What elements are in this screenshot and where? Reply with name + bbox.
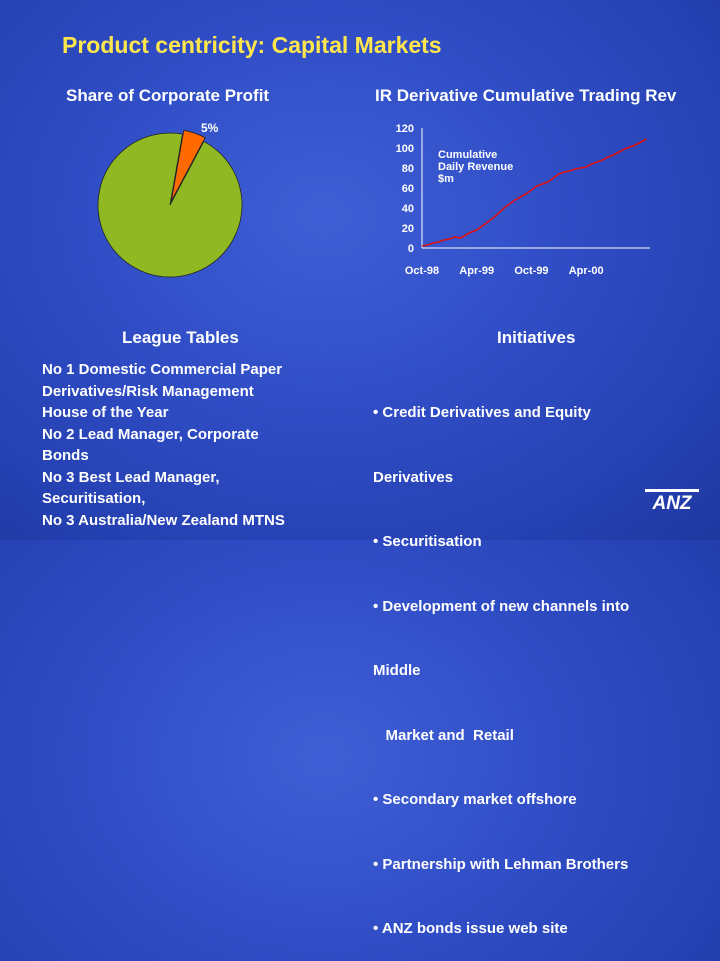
league-tables-list: No 1 Domestic Commercial Paper Derivativ… [42,359,285,531]
pie-slice-small [170,129,206,202]
y-tick-label: 40 [402,203,414,215]
list-item: No 3 Best Lead Manager, [42,468,220,486]
pie-heading: Share of Corporate Profit [66,86,270,105]
list-item: No 2 Lead Manager, Corporate [42,425,259,443]
anz-logo-icon: ANZ [645,489,699,512]
y-tick-label: 120 [396,123,414,135]
list-item: • Credit Derivatives and Equity [373,404,591,421]
list-item: • ANZ bonds issue web site [373,920,568,937]
list-item: • Secondary market offshore [373,791,577,808]
list-item: • Development of new channels into [373,597,630,615]
list-item: No 1 Domestic Commercial Paper [42,361,283,378]
line-chart-legend: Cumulative Daily Revenue $m [438,149,513,185]
list-item: Market and Retail [373,726,514,744]
pie-slice-large [97,132,243,278]
list-item: • Securitisation [373,533,482,550]
y-tick-label: 100 [396,143,414,155]
x-tick-label: Oct-98 [405,265,439,277]
y-tick-label: 80 [402,163,414,175]
line-chart-heading: IR Derivative Cumulative Trading Rev [375,86,677,105]
x-tick-label: Apr-99 [459,265,494,277]
line-chart: 120 100 80 60 40 20 0 Oct-98 Apr-99 Oct-99 Apr-00 [396,123,647,277]
legend-line: Cumulative [438,149,498,161]
list-item: Derivatives/Risk Management [42,382,254,400]
list-item: Derivatives [373,468,454,486]
list-item: Middle [373,662,421,679]
pie-slice-label: 5% [201,121,219,135]
list-item: • Partnership with Lehman Brothers [373,855,629,873]
y-tick-label: 20 [402,223,414,235]
list-item: Securitisation, [42,490,146,507]
x-tick-label: Apr-00 [569,265,604,277]
y-tick-label: 0 [408,243,414,255]
list-item: No 3 Australia/New Zealand MTNS [42,511,285,529]
y-tick-labels: 120 100 80 60 40 20 0 [396,123,414,255]
logo-text: ANZ [651,493,692,512]
legend-line: $m [438,173,454,185]
y-tick-label: 60 [402,183,414,195]
list-item: Bonds [42,447,89,464]
legend-line: Daily Revenue [438,161,514,173]
initiatives-list: • Credit Derivatives and Equity Derivati… [373,359,629,961]
x-tick-label: Oct-99 [514,265,548,277]
x-tick-labels: Oct-98 Apr-99 Oct-99 Apr-00 [405,265,604,277]
list-item: House of the Year [42,404,169,421]
league-tables-heading: League Tables [122,328,239,347]
slide-title: Product centricity: Capital Markets [62,32,442,58]
pie-chart [97,129,243,278]
initiatives-heading: Initiatives [497,328,576,347]
revenue-series-line [421,138,647,247]
